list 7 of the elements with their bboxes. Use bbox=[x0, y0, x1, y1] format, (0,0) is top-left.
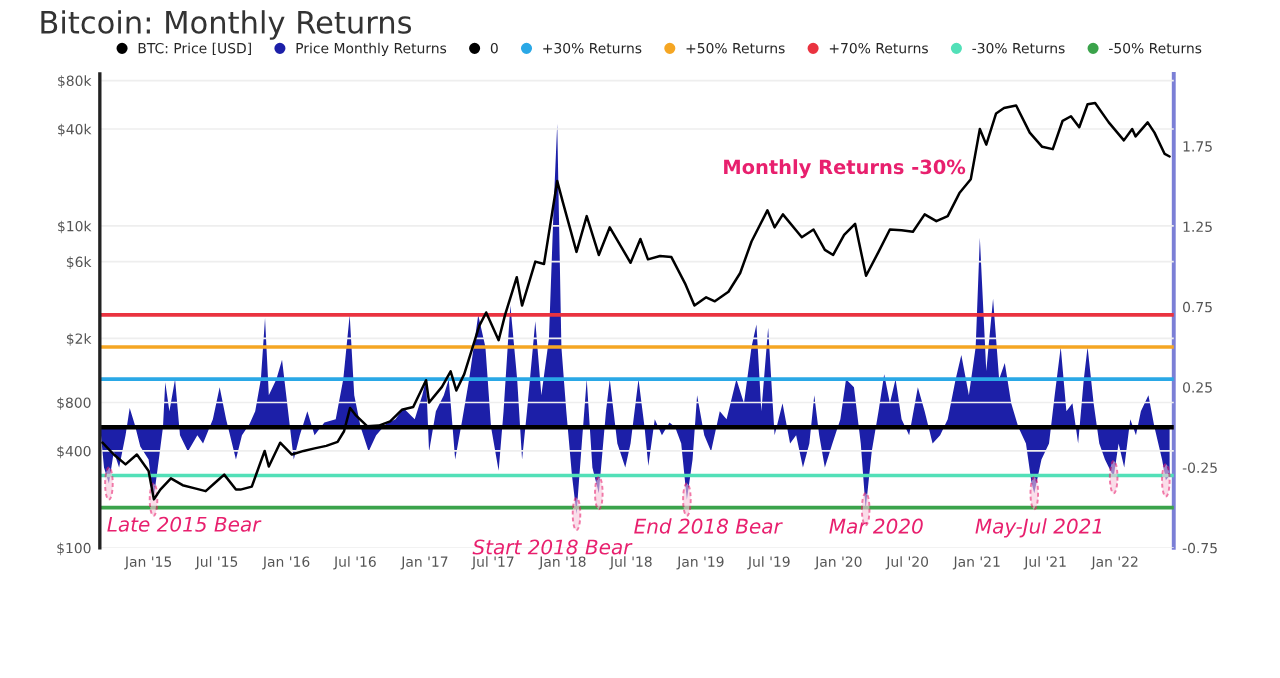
annotation: May-Jul 2021 bbox=[975, 518, 1102, 538]
annotation: Monthly Returns -30% bbox=[724, 159, 966, 179]
annotation: End 2018 Bear bbox=[634, 518, 783, 534]
annotation: Start 2018 Bear bbox=[472, 539, 633, 555]
annotation: Late 2015 Bear bbox=[107, 516, 262, 532]
annotation: Mar 2020 bbox=[829, 518, 923, 534]
chart-title: Bitcoin: Monthly Returns bbox=[41, 10, 412, 40]
